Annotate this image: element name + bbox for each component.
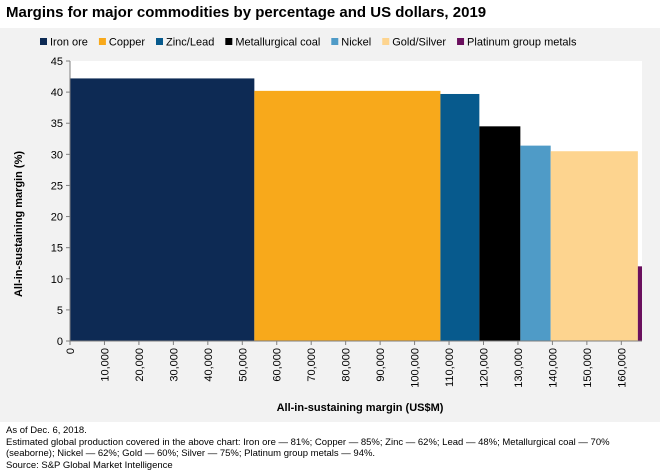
x-tick-label: 40,000 bbox=[203, 348, 215, 382]
legend-label: Nickel bbox=[341, 37, 371, 49]
y-axis-ticks: 0 5 10 15 20 25 30 35 40 45 bbox=[51, 56, 70, 348]
y-tick-label: 30 bbox=[51, 149, 63, 161]
x-tick-label: 100,000 bbox=[410, 348, 422, 388]
legend-item: Nickel bbox=[331, 37, 371, 49]
legend-item: Zinc/Lead bbox=[156, 37, 214, 49]
x-axis-ticks: 0 10,000 20,000 30,000 40,000 50,000 60,000 70,… bbox=[65, 341, 628, 388]
x-tick-label: 140,000 bbox=[547, 348, 559, 388]
x-tick-label: 120,000 bbox=[478, 348, 490, 388]
legend-item: Iron ore bbox=[40, 37, 88, 49]
legend-item: Copper bbox=[98, 37, 145, 49]
y-tick-label: 45 bbox=[51, 56, 63, 68]
x-tick-label: 50,000 bbox=[237, 348, 249, 382]
legend-swatch bbox=[156, 38, 163, 45]
y-tick-label: 5 bbox=[57, 305, 63, 317]
x-tick-label: 160,000 bbox=[616, 348, 628, 388]
x-tick-label: 90,000 bbox=[375, 348, 387, 382]
date-note: As of Dec. 6, 2018. bbox=[6, 425, 87, 436]
bar-nickel bbox=[520, 145, 551, 341]
legend-swatch bbox=[225, 38, 233, 45]
bar-iron-ore bbox=[70, 78, 255, 341]
legend-swatch bbox=[40, 38, 47, 45]
coverage-note: Estimated global production covered in t… bbox=[6, 436, 610, 460]
x-tick-label: 110,000 bbox=[444, 348, 456, 387]
bar-metallurgical-coal bbox=[479, 126, 521, 341]
x-axis-label: All-in-sustaining margin (US$M) bbox=[277, 402, 444, 414]
legend-label: Zinc/Lead bbox=[166, 37, 214, 49]
legend-label: Iron ore bbox=[50, 37, 88, 49]
y-tick-label: 10 bbox=[51, 274, 63, 286]
legend-label: Copper bbox=[109, 37, 145, 49]
chart-svg: Iron ore Copper Zinc/Lead Metallurgical coa… bbox=[13, 37, 642, 414]
legend-swatch bbox=[457, 38, 465, 45]
x-tick-label: 30,000 bbox=[168, 348, 180, 382]
chart-title: Margins for major commodities by percent… bbox=[6, 4, 487, 21]
y-tick-label: 35 bbox=[51, 118, 63, 130]
x-tick-label: 0 bbox=[65, 348, 77, 354]
chart-area: Iron ore Copper Zinc/Lead Metallurgical coa… bbox=[0, 28, 660, 422]
x-tick-label: 80,000 bbox=[341, 348, 353, 382]
legend-item: Gold/Silver bbox=[382, 37, 446, 49]
bar-platinum-group-metals bbox=[637, 266, 642, 341]
x-tick-label: 150,000 bbox=[582, 348, 594, 388]
chart-footer: As of Dec. 6, 2018. Estimated global pro… bbox=[6, 425, 654, 471]
x-tick-label: 10,000 bbox=[99, 348, 111, 382]
legend-swatch bbox=[382, 38, 390, 45]
bars bbox=[70, 78, 642, 341]
axes bbox=[69, 61, 642, 342]
y-tick-label: 25 bbox=[51, 180, 63, 192]
y-tick-label: 40 bbox=[51, 87, 63, 99]
source-note: Source: S&P Global Market Intelligence bbox=[6, 459, 173, 471]
legend-label: Platinum group metals bbox=[467, 37, 577, 49]
x-tick-label: 20,000 bbox=[134, 348, 146, 382]
x-tick-label: 130,000 bbox=[513, 348, 525, 388]
x-tick-label: 60,000 bbox=[272, 348, 284, 382]
legend-label: Gold/Silver bbox=[392, 37, 446, 49]
x-tick-label: 70,000 bbox=[306, 348, 318, 382]
legend-item: Platinum group metals bbox=[457, 37, 577, 49]
y-tick-label: 0 bbox=[57, 336, 63, 348]
bar-copper bbox=[254, 90, 441, 341]
legend-item: Metallurgical coal bbox=[225, 37, 320, 49]
y-tick-label: 15 bbox=[51, 243, 63, 255]
y-axis-label: All-in-sustaining margin (%) bbox=[13, 151, 25, 297]
legend-swatch bbox=[98, 38, 106, 45]
legend-swatch bbox=[331, 38, 339, 45]
legend-label: Metallurgical coal bbox=[235, 37, 320, 49]
legend: Iron ore Copper Zinc/Lead Metallurgical coa… bbox=[40, 37, 577, 49]
bar-gold-silver bbox=[550, 151, 638, 341]
bar-zinc-lead bbox=[440, 93, 480, 341]
y-tick-label: 20 bbox=[51, 212, 63, 224]
